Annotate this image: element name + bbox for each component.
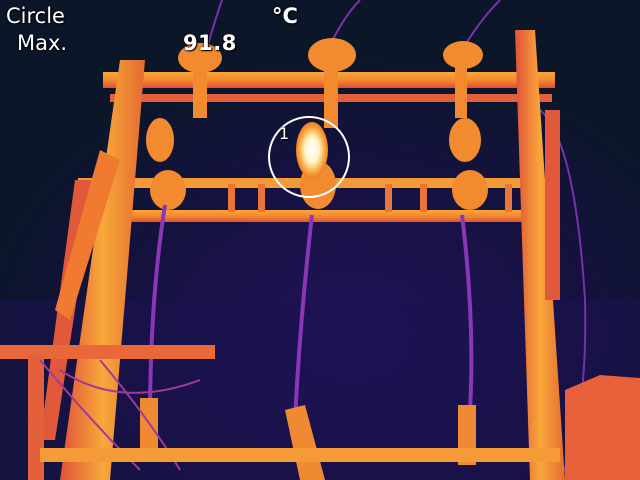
right-brace <box>545 110 560 300</box>
lower-left-arm <box>0 345 215 359</box>
lower-right-block <box>565 375 640 480</box>
left-pole <box>60 60 145 480</box>
mid-crossarm-lower <box>78 210 554 222</box>
drop-leads <box>148 204 474 421</box>
left-diagonal <box>55 150 120 320</box>
max-temperature-value: 91.8 <box>183 31 237 55</box>
right-pole <box>515 30 565 480</box>
temperature-unit-label: °C <box>272 4 298 28</box>
bottom-beam <box>40 448 560 462</box>
measurement-mode-label: Circle <box>6 4 65 28</box>
top-insulators <box>178 38 483 128</box>
measurement-spot-number: 1 <box>279 124 290 143</box>
hot-spot <box>296 122 328 178</box>
measurement-stat-label: Max. <box>17 31 68 55</box>
mid-crossarm-rungs <box>228 184 512 212</box>
